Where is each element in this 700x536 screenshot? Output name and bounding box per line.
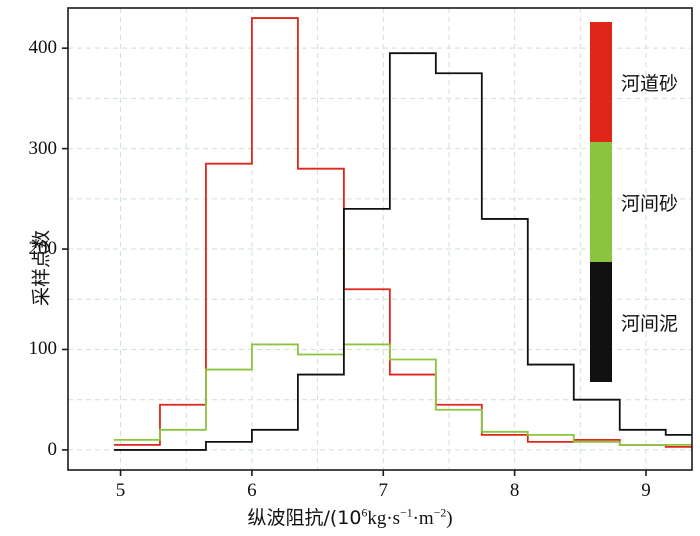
legend-item-label: 河间泥 bbox=[621, 312, 679, 335]
y-tick-label: 300 bbox=[28, 137, 58, 159]
plot-border bbox=[67, 7, 693, 471]
y-tick-label: 100 bbox=[28, 338, 58, 360]
y-tick-label: 200 bbox=[28, 238, 58, 260]
legend-color-bar bbox=[590, 22, 612, 382]
histogram-step-河间泥 bbox=[113, 52, 692, 451]
x-tick-label: 9 bbox=[641, 480, 651, 501]
legend: 河道砂 河间砂 河间泥 bbox=[590, 22, 678, 382]
x-tick-label: 6 bbox=[247, 480, 257, 501]
x-tick-label: 8 bbox=[509, 480, 520, 501]
legend-color-segment bbox=[590, 142, 612, 262]
histogram-step-河道砂 bbox=[113, 17, 692, 448]
legend-labels: 河道砂 河间砂 河间泥 bbox=[621, 22, 678, 382]
legend-color-segment bbox=[590, 22, 612, 142]
y-tick-label: 0 bbox=[47, 438, 58, 460]
x-axis-label-part: 6 bbox=[361, 506, 368, 520]
x-tick-label: 5 bbox=[115, 480, 126, 501]
y-tick-label: 400 bbox=[28, 37, 58, 59]
x-axis-label-part: ) bbox=[446, 508, 453, 529]
legend-color-segment bbox=[590, 262, 612, 382]
x-axis-label-part: 纵波阻抗/(10 bbox=[247, 507, 362, 529]
x-axis-label-part: −2 bbox=[433, 506, 447, 520]
x-axis-label: 纵波阻抗/(106kg·s−1·m−2) bbox=[0, 503, 700, 530]
x-tick-label: 7 bbox=[378, 480, 389, 501]
legend-item-label: 河间砂 bbox=[621, 192, 679, 215]
legend-item-label: 河道砂 bbox=[621, 72, 679, 95]
x-axis-label-part: −1 bbox=[400, 506, 413, 520]
x-axis-label-part: ·m bbox=[412, 508, 434, 529]
histogram-step-河间砂 bbox=[113, 343, 692, 446]
x-axis-label-part: kg·s bbox=[367, 508, 401, 529]
